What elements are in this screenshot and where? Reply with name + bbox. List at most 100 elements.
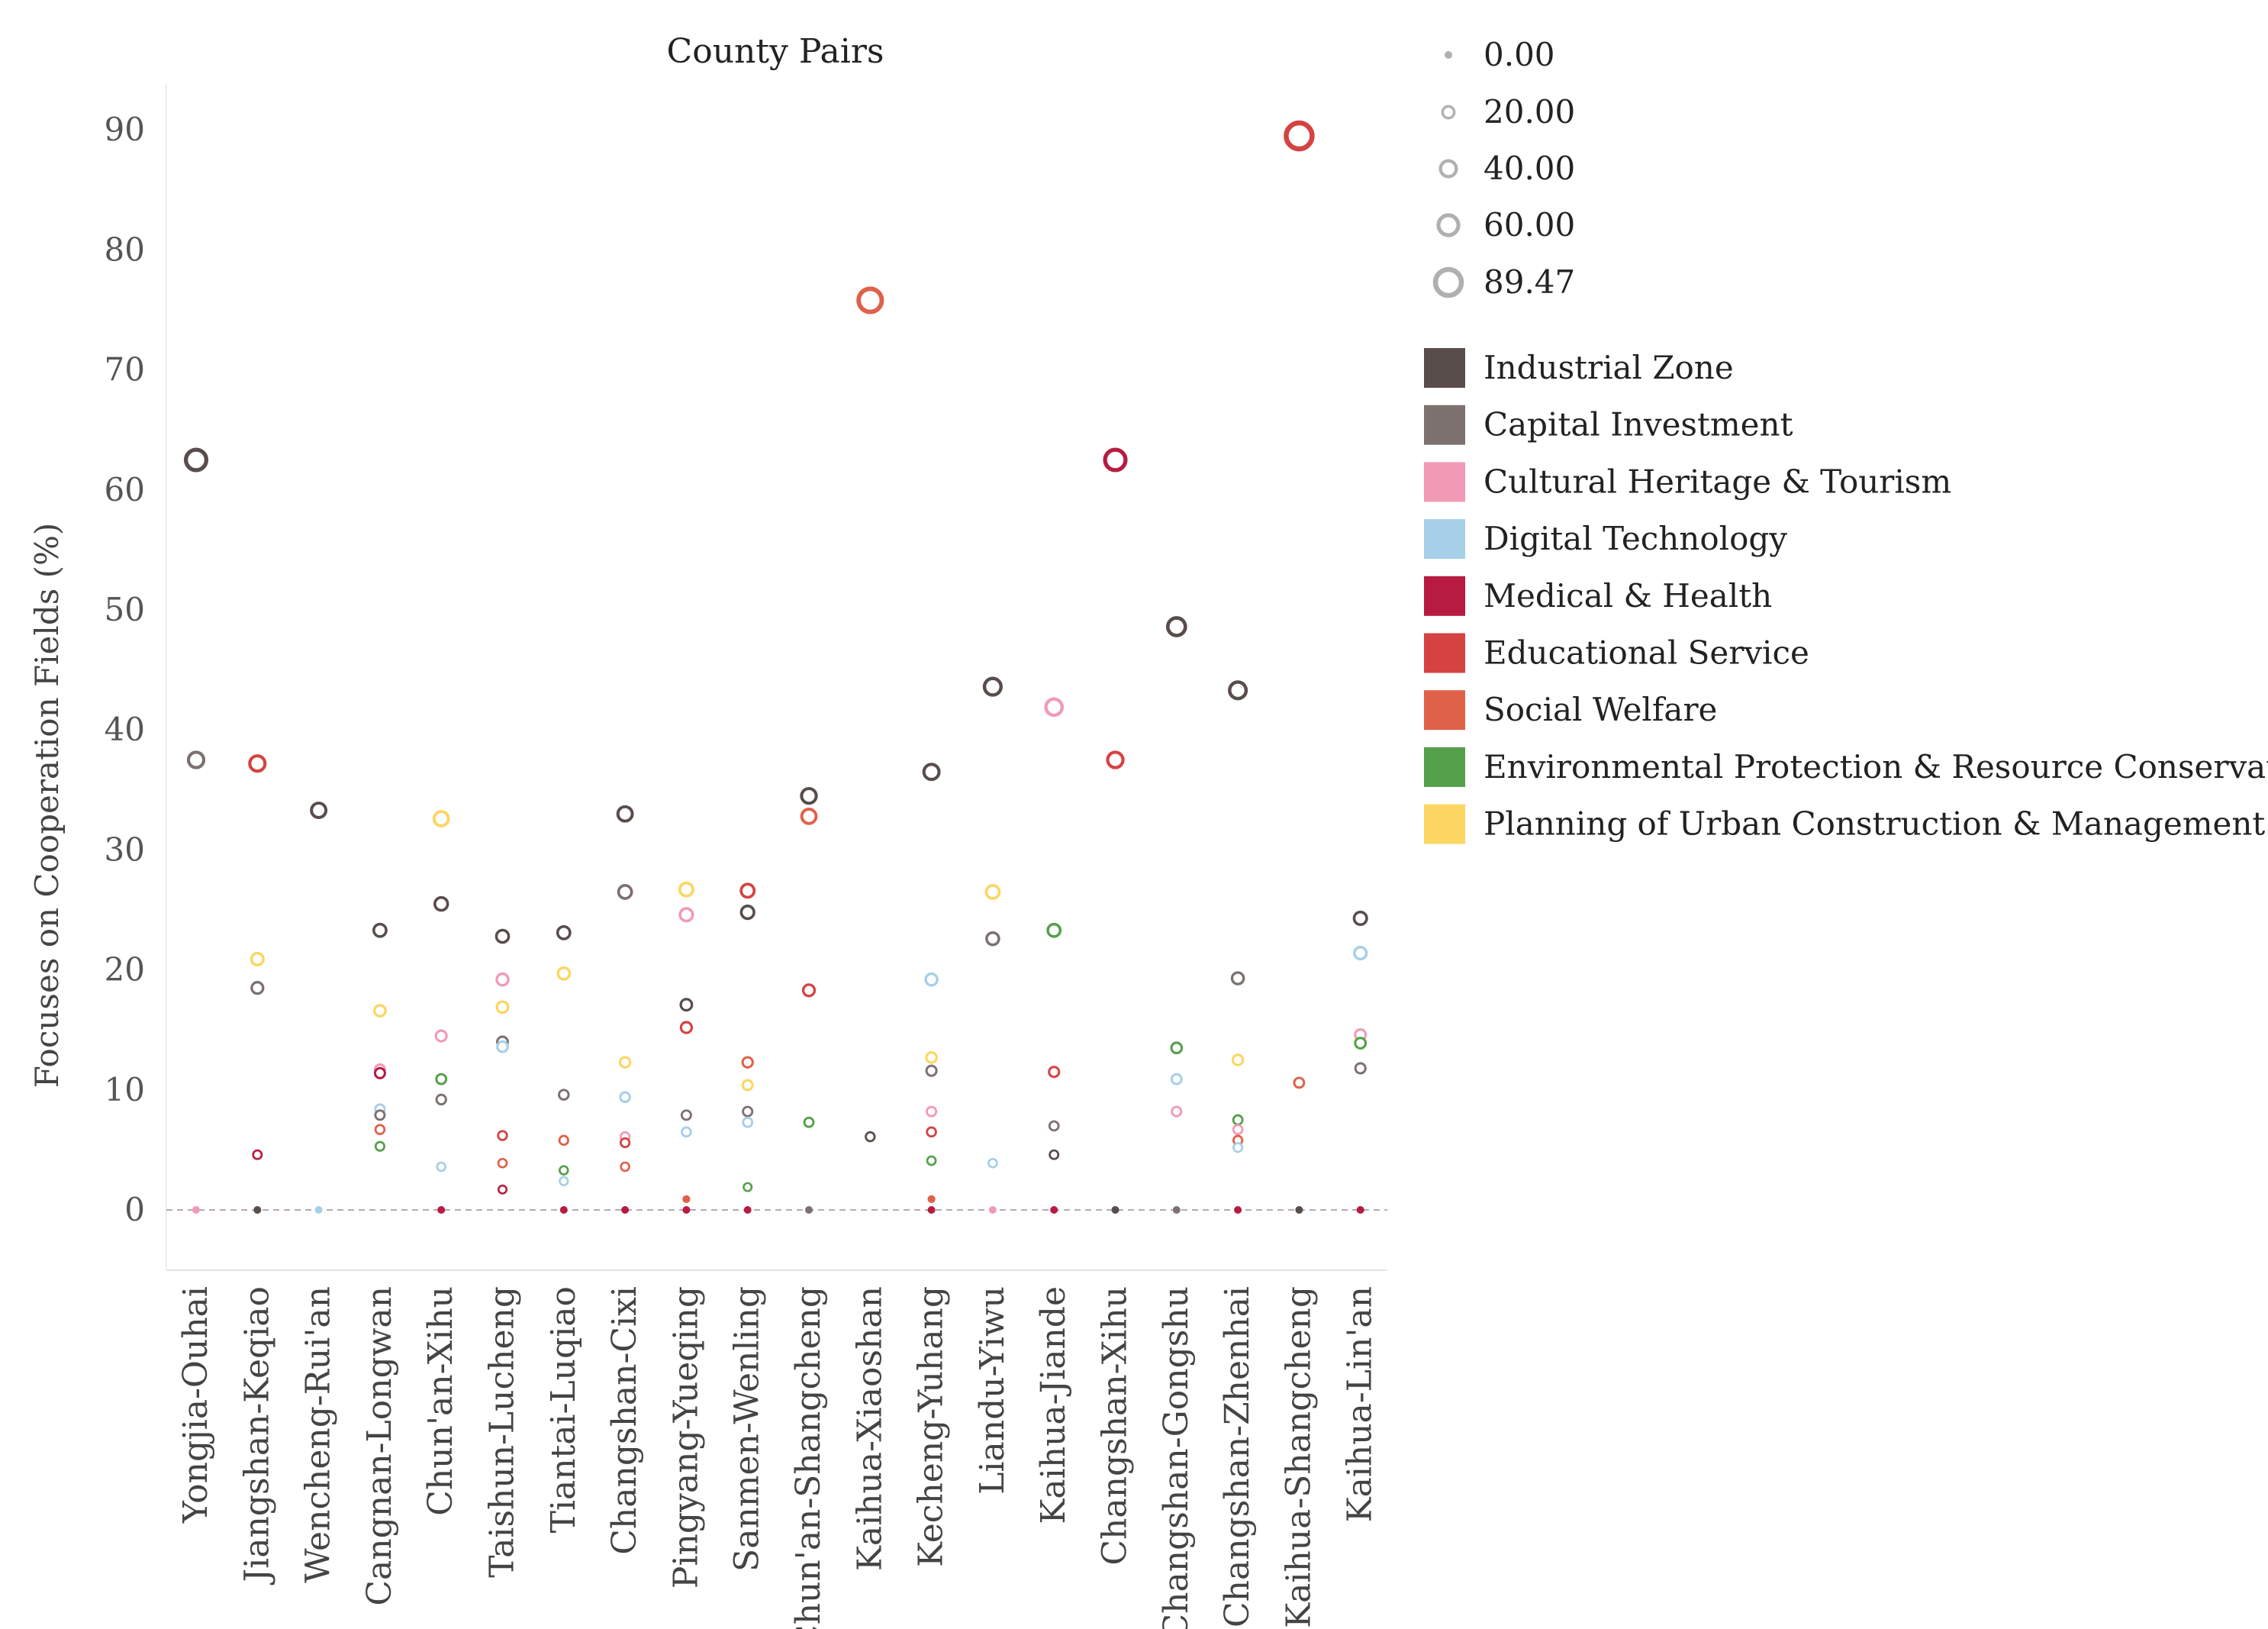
point-planning-of-urban-construction-management [495,1000,510,1014]
point-industrial-zone [1352,910,1368,927]
point-educational-service [497,1130,508,1141]
legend-label-social-welfare: Social Welfare [1484,691,1717,728]
legend-label-medical-health: Medical & Health [1484,577,1772,615]
size-legend-marker [1445,51,1452,59]
point-planning-of-urban-construction-management [556,966,572,981]
point-environmental-protection-resource-conservation [435,1073,448,1085]
legend-swatch-digital-technology [1424,519,1465,560]
point-social-welfare [1293,1076,1306,1089]
point-digital-technology [987,1157,998,1169]
point-cultural-heritage-tourism [926,1105,938,1118]
point-cultural-heritage-tourism [678,907,694,923]
point-capital-investment [805,1206,813,1214]
point-capital-investment [374,1109,386,1121]
point-social-welfare [800,808,818,825]
point-medical-health [252,1149,263,1160]
y-axis: 0 10 20 30 40 50 60 70 80 90 [105,111,145,1228]
x-category-label: Kaihua-Jiande [1034,1286,1073,1524]
x-category-label: Changshan-Gongshu [1157,1286,1196,1629]
point-capital-investment [1354,1062,1367,1075]
point-medical-health [927,1206,936,1214]
point-digital-technology [314,1206,323,1214]
point-medical-health [1103,447,1128,473]
x-category-label: Kecheng-Yuhang [912,1286,951,1567]
x-category-label: Sanmen-Wenling [728,1286,767,1572]
size-legend-label: 89.47 [1484,263,1575,301]
point-educational-service [1284,120,1315,152]
size-legend-label: 0.00 [1484,36,1555,73]
data-points [183,120,1368,1214]
point-educational-service [619,1137,631,1149]
point-social-welfare [620,1161,630,1173]
point-educational-service [1048,1066,1061,1079]
legend-swatch-planning-of-urban-construction-management [1424,804,1465,844]
point-capital-investment [186,750,206,769]
legend-label-planning-of-urban-construction-management: Planning of Urban Construction & Managem… [1484,805,2265,843]
point-social-welfare [497,1157,508,1169]
x-category-label: Kaihua-Lin'an [1341,1286,1380,1522]
x-category-label: Kaihua-Shangcheng [1279,1286,1318,1628]
legend-swatch-capital-investment [1424,405,1465,445]
point-medical-health [1356,1206,1364,1214]
point-cultural-heritage-tourism [1171,1105,1183,1118]
size-legend: 0.00 20.00 40.00 60.00 89.47 [1432,36,1575,301]
point-industrial-zone [1049,1149,1060,1160]
point-environmental-protection-resource-conservation [1354,1037,1368,1050]
y-tick-label: 10 [105,1071,145,1108]
legend-label-educational-service: Educational Service [1484,634,1809,672]
x-category-label: Kaihua-Xiaoshan [850,1286,889,1571]
x-category-label: Changshan-Xihu [1096,1286,1135,1566]
color-legend: Industrial Zone Capital Investment Cultura… [1424,348,2268,844]
point-environmental-protection-resource-conservation [559,1165,569,1176]
point-social-welfare [558,1134,569,1146]
legend-swatch-environmental-protection-resource-conservation [1424,747,1465,787]
point-capital-investment [558,1089,570,1101]
point-capital-investment [435,1093,447,1106]
point-educational-service [1106,750,1125,769]
x-category-label: Changshan-Zhenhai [1218,1286,1257,1627]
point-digital-technology [619,1091,631,1103]
point-planning-of-urban-construction-management [984,884,1001,900]
point-industrial-zone [253,1206,262,1214]
x-category-label: Chun'an-Xihu [421,1286,460,1516]
x-category-label: Wencheng-Rui'an [299,1286,338,1583]
point-environmental-protection-resource-conservation [803,1116,815,1128]
point-medical-health [682,1206,691,1214]
x-category-label: Yongjia-Ouhai [176,1286,215,1524]
point-planning-of-urban-construction-management [925,1051,938,1064]
x-category-label: Changshan-Cixi [605,1286,644,1555]
point-environmental-protection-resource-conservation [1232,1114,1244,1126]
point-digital-technology [1232,1142,1244,1153]
legend-label-industrial-zone: Industrial Zone [1484,349,1734,386]
point-industrial-zone [616,805,634,823]
point-industrial-zone [800,787,818,805]
y-tick-label: 80 [105,231,145,268]
point-digital-technology [742,1116,754,1128]
point-environmental-protection-resource-conservation [743,1182,753,1192]
y-tick-label: 70 [105,351,145,389]
point-industrial-zone [1295,1206,1303,1214]
point-cultural-heritage-tourism [988,1206,997,1214]
y-tick-label: 50 [105,591,145,628]
point-industrial-zone [556,925,572,940]
point-environmental-protection-resource-conservation [1046,922,1062,938]
y-axis-title: Focuses on Cooperation Fields (%) [28,523,66,1089]
point-digital-technology [1170,1073,1183,1085]
point-cultural-heritage-tourism [192,1206,200,1214]
y-tick-label: 0 [124,1191,145,1228]
size-legend-marker [1436,213,1461,237]
point-digital-technology [496,1040,509,1053]
point-medical-health [497,1184,508,1195]
point-industrial-zone [1228,680,1248,701]
size-legend-label: 40.00 [1484,150,1575,187]
point-digital-technology [559,1176,569,1186]
size-legend-marker [1438,159,1458,179]
point-educational-service [926,1126,937,1138]
point-industrial-zone [922,763,941,782]
chart-title: County Pairs [667,32,884,71]
point-industrial-zone [982,676,1003,697]
y-tick-label: 30 [105,831,145,868]
point-planning-of-urban-construction-management [741,1079,754,1092]
legend-label-cultural-heritage-tourism: Cultural Heritage & Tourism [1484,463,1951,500]
legend-swatch-cultural-heritage-tourism [1424,462,1465,502]
